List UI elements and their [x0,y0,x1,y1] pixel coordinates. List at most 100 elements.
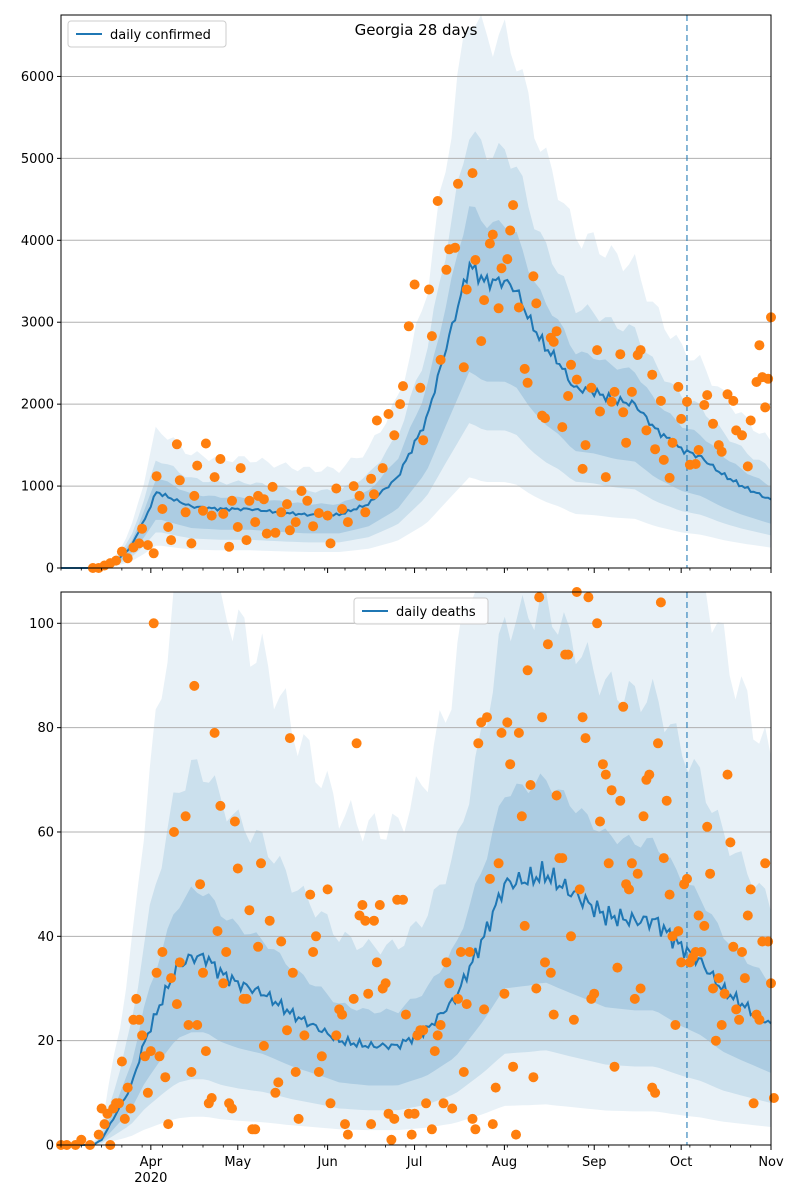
observed-point [142,540,153,551]
observed-point [360,915,371,926]
observed-point [484,873,495,884]
confirmed-x-ticks [60,568,772,573]
observed-point [383,409,394,419]
y-tick-label: 5000 [21,152,54,167]
observed-point [313,1067,324,1077]
observed-point [299,1030,310,1041]
observed-point [737,430,747,441]
y-tick-label: 20 [37,1034,54,1049]
observed-point [647,369,658,380]
observed-point [725,837,736,848]
observed-point [415,382,426,393]
observed-point [716,1020,727,1030]
observed-point [667,437,678,448]
observed-point [296,486,307,496]
observed-point [458,362,469,373]
observed-point [363,988,374,999]
observed-point [290,517,301,528]
observed-point [331,483,342,494]
observed-point [241,535,252,546]
observed-point [722,389,733,400]
observed-point [421,1098,432,1109]
y-tick-label: 80 [37,721,54,736]
observed-point [641,425,652,436]
observed-point [284,525,295,536]
observed-point [487,229,498,240]
observed-point [215,800,226,811]
observed-point [513,302,524,313]
legend-box [353,597,489,625]
observed-point [728,941,739,952]
observed-point [192,1020,203,1030]
deaths-uncertainty-bands [61,592,771,1145]
observed-point [502,717,513,728]
observed-point [212,926,223,937]
observed-point [215,454,226,464]
observed-point [490,1082,501,1093]
observed-point [655,395,666,406]
deaths-gridlines [61,622,771,1042]
observed-point [458,1067,469,1077]
uncertainty-band [61,773,771,1145]
observed-point [696,947,707,957]
observed-point [429,1046,440,1057]
observed-point [493,858,504,869]
observed-point [151,471,162,482]
observed-point [629,993,640,1004]
observed-point [160,1072,171,1083]
observed-point [534,592,545,603]
observed-point [716,446,727,457]
observed-point [658,853,669,864]
observed-point [183,1020,194,1030]
observed-point [505,759,516,770]
observed-point [708,983,718,994]
confirmed-legend: daily confirmed [67,20,227,48]
observed-point [592,345,603,356]
observed-point [142,1087,153,1098]
y-tick-label: 3000 [21,316,54,331]
observed-point [635,345,646,356]
x-tick-label: Sep [582,1155,607,1170]
observed-point [479,295,490,306]
observed-point [151,967,162,978]
observed-point [713,973,724,984]
observed-point [621,437,632,448]
observed-point [174,957,185,968]
observed-point [418,1025,429,1036]
observed-point [377,463,388,474]
observed-point [609,1061,620,1072]
observed-point [699,920,710,931]
observed-point [644,769,655,780]
observed-point [708,418,718,429]
observed-point [180,507,191,518]
observed-point [571,374,582,385]
observed-point [519,920,530,931]
observed-point [655,597,666,608]
observed-point [244,905,255,916]
x-tick-label: Nov [758,1155,784,1170]
observed-point [653,738,663,749]
observed-point [116,1056,127,1067]
observed-point [227,1103,237,1114]
observed-point [705,868,716,879]
observed-point [258,1040,269,1051]
confirmed-observed-points [87,168,776,573]
observed-point [574,884,585,895]
observed-point [116,546,127,557]
uncertainty-band [61,592,771,1145]
observed-point [467,1113,478,1124]
observed-point [537,712,548,723]
observed-point [206,510,217,521]
observed-point [600,472,611,483]
observed-point [453,993,463,1004]
observed-point [742,910,753,921]
observed-point [438,1098,449,1109]
confirmed-y-axis: 0 1000 2000 3000 4000 5000 6000 [21,70,61,577]
y-tick-label: 100 [29,617,54,632]
observed-point [479,1004,490,1015]
observed-point [426,331,437,342]
observed-point [206,1093,217,1103]
observed-point [76,1134,87,1145]
y-tick-label: 4000 [21,234,54,249]
